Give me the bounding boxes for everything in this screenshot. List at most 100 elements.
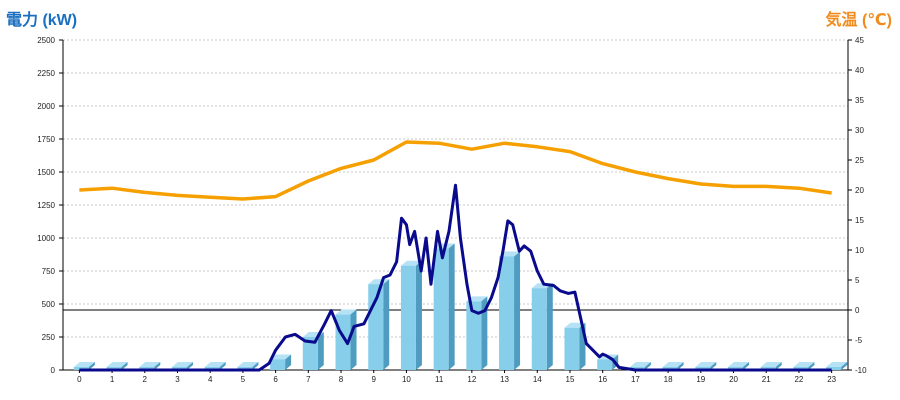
left-tick-label: 1250	[37, 201, 55, 210]
bar-side	[710, 362, 717, 370]
bar-side	[121, 362, 128, 370]
x-tick-label: 12	[467, 375, 476, 384]
bar-side	[350, 309, 357, 370]
bar-top	[499, 251, 521, 257]
bar	[270, 359, 286, 370]
x-tick-label: 8	[339, 375, 344, 384]
right-tick-label: 35	[855, 96, 864, 105]
x-tick-label: 15	[566, 375, 575, 384]
x-tick-label: 7	[306, 375, 311, 384]
bar	[531, 288, 547, 370]
x-tick-label: 13	[500, 375, 509, 384]
x-tick-label: 16	[598, 375, 607, 384]
bar-side	[808, 362, 815, 370]
temperature-line	[79, 140, 832, 201]
x-tick-label: 11	[435, 375, 444, 384]
bar-side	[415, 260, 422, 370]
x-tick-label: 9	[372, 375, 377, 384]
bar-top	[139, 362, 161, 367]
bar-top	[793, 362, 815, 367]
bar-top	[335, 309, 357, 315]
x-tick-label: 18	[664, 375, 673, 384]
x-tick-label: 21	[762, 375, 771, 384]
bar-side	[448, 243, 455, 370]
left-tick-label: 0	[51, 366, 56, 375]
bar-side	[644, 362, 651, 370]
x-tick-label: 4	[208, 375, 213, 384]
bar-side	[186, 362, 193, 370]
bar-side	[219, 362, 226, 370]
bar-side	[775, 362, 782, 370]
bar-top	[237, 362, 259, 367]
bar-side	[481, 296, 488, 370]
x-tick-label: 22	[794, 375, 803, 384]
bar-side	[841, 362, 848, 370]
right-tick-label: 25	[855, 156, 864, 165]
left-tick-label: 750	[42, 267, 56, 276]
bar-side	[154, 362, 161, 370]
bar	[302, 337, 318, 370]
bar	[433, 248, 449, 370]
x-tick-label: 0	[77, 375, 82, 384]
right-tick-label: 10	[855, 246, 864, 255]
right-tick-label: 15	[855, 216, 864, 225]
bar-top	[662, 362, 684, 367]
bar-side	[677, 362, 684, 370]
bar-top	[171, 362, 193, 367]
bar	[400, 265, 416, 370]
x-tick-label: 6	[273, 375, 278, 384]
power-line	[79, 183, 832, 372]
bar-top	[564, 322, 586, 328]
bar	[499, 256, 515, 370]
bar-top	[728, 362, 750, 367]
bar-side	[88, 362, 95, 370]
x-tick-label: 20	[729, 375, 738, 384]
x-tick-label: 10	[402, 375, 411, 384]
bar-top	[826, 362, 848, 367]
bar-side	[743, 362, 750, 370]
x-tick-label: 3	[175, 375, 180, 384]
bar-top	[106, 362, 128, 367]
x-tick-label: 14	[533, 375, 542, 384]
left-axis-title: 電力 (kW)	[6, 12, 78, 29]
left-tick-label: 1750	[37, 135, 55, 144]
left-tick-label: 500	[42, 300, 56, 309]
right-axis-title: 気温 (℃)	[825, 12, 892, 29]
right-tick-label: -10	[855, 366, 867, 375]
bar-top	[270, 354, 292, 360]
x-tick-label: 2	[143, 375, 148, 384]
right-tick-label: 40	[855, 66, 864, 75]
left-tick-label: 1000	[37, 234, 55, 243]
bar	[466, 301, 482, 370]
bar-side	[285, 354, 292, 370]
left-tick-label: 250	[42, 333, 56, 342]
bar	[826, 367, 842, 370]
x-tick-label: 5	[241, 375, 246, 384]
x-tick-label: 1	[110, 375, 115, 384]
bar-top	[400, 260, 422, 266]
x-tick-label: 17	[631, 375, 640, 384]
left-tick-label: 1500	[37, 168, 55, 177]
right-tick-label: 30	[855, 126, 864, 135]
right-tick-label: 20	[855, 186, 864, 195]
right-tick-label: -5	[855, 336, 863, 345]
bar-side	[317, 332, 324, 370]
left-tick-label: 2000	[37, 102, 55, 111]
bar-top	[73, 362, 95, 367]
x-tick-label: 19	[696, 375, 705, 384]
x-tick-label: 23	[827, 375, 836, 384]
right-tick-label: 5	[855, 276, 860, 285]
bar-side	[514, 251, 521, 370]
bar-top	[204, 362, 226, 367]
right-tick-label: 45	[855, 36, 864, 45]
bar-side	[252, 362, 259, 370]
bar	[597, 359, 613, 370]
bar-side	[383, 279, 390, 370]
left-tick-label: 2250	[37, 69, 55, 78]
left-tick-label: 2500	[37, 36, 55, 45]
bar-top	[629, 362, 651, 367]
bar-top	[695, 362, 717, 367]
bar-top	[466, 296, 488, 302]
bar	[564, 327, 580, 370]
